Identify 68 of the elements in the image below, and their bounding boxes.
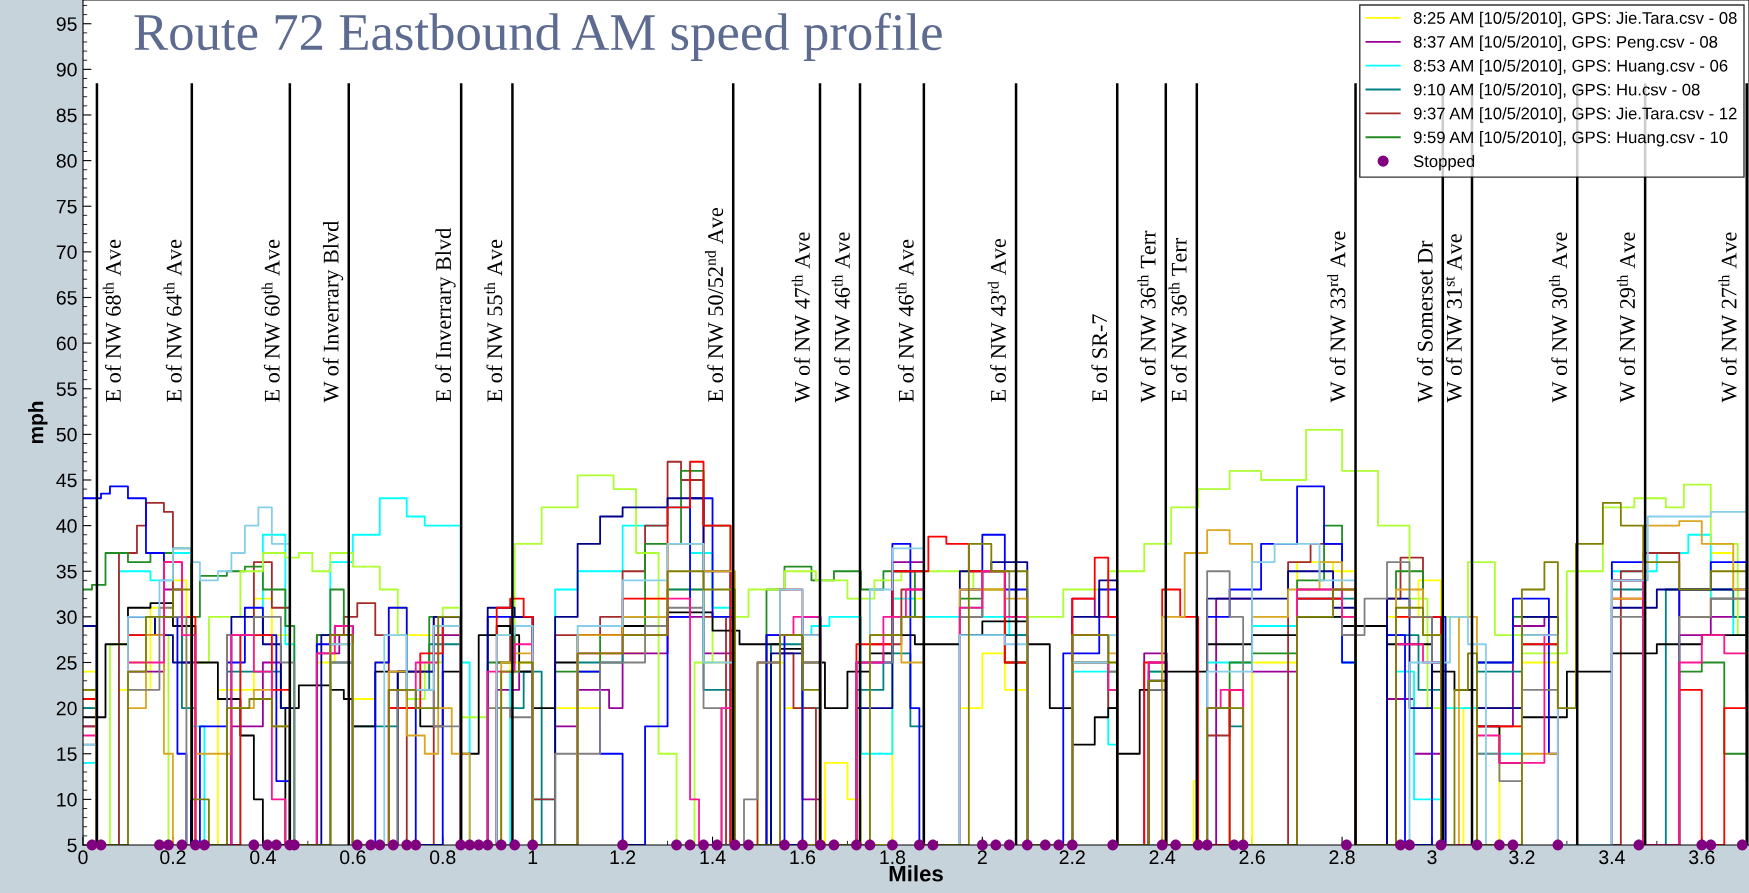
ref-line-label: E of NW 55$^{th}$ Ave [484, 239, 503, 402]
ref-line-label: W of Somerset Dr [1416, 240, 1433, 403]
y-tick-label: 85 [56, 108, 77, 123]
chart-title: Route 72 Eastbound AM speed profile [134, 12, 942, 62]
ref-line-label: E of NW 68$^{th}$ Ave [102, 239, 121, 402]
x-tick-label: 2.8 [1329, 850, 1355, 865]
ref-line-label: E of NW 46$^{th}$ Ave [895, 239, 914, 402]
ref-line-label: W of NW 36$^{th}$ Terr [1137, 230, 1156, 403]
ref-line-label: W of NW 33$^{rd}$ Ave [1327, 231, 1346, 403]
ref-line-label: W of NW 29$^{th}$ Ave [1616, 232, 1636, 403]
x-tick-label: 3 [1427, 850, 1437, 865]
y-axis-title: mph [28, 401, 48, 444]
legend-label: 8:25 AM [10/5/2010], GPS: Jie.Tara.csv - 08 [1413, 11, 1737, 28]
x-tick-label: 2 [977, 850, 987, 864]
y-tick-label: 75 [56, 199, 77, 214]
x-tick-label: 3.4 [1599, 850, 1625, 865]
y-tick-label: 80 [56, 154, 77, 168]
y-tick-label: 20 [56, 701, 77, 716]
y-tick-label: 50 [56, 427, 77, 442]
x-tick-label: 2.6 [1239, 850, 1265, 865]
y-tick-label: 5 [67, 838, 77, 853]
ref-line-label: E of SR-7 [1091, 314, 1108, 402]
x-tick-label: 3.6 [1689, 850, 1715, 865]
x-tick-label: 1 [528, 850, 538, 864]
y-tick-label: 45 [56, 473, 77, 488]
y-tick-label: 35 [56, 564, 77, 579]
x-tick-label: 2.4 [1149, 850, 1176, 864]
ref-line-label: W of NW 47$^{th}$ Ave [791, 232, 810, 403]
y-tick-label: 95 [56, 17, 77, 31]
ref-line-label: W of NW 46$^{th}$ Ave [831, 232, 850, 403]
y-tick-label: 70 [56, 245, 77, 260]
x-tick-label: 0.2 [160, 850, 186, 865]
y-tick-label: 25 [56, 655, 77, 670]
y-tick-label: 90 [56, 62, 77, 77]
ref-line-label: E of NW 64$^{th}$ Ave [163, 239, 182, 402]
legend-label: Stopped [1413, 154, 1475, 171]
ref-line-label: E of NW 43$^{rd}$ Ave [987, 238, 1007, 402]
ref-line-label: W of NW 30$^{th}$ Ave [1548, 232, 1568, 403]
legend-label: 9:10 AM [10/5/2010], GPS: Hu.csv - 08 [1413, 83, 1700, 99]
ref-line-label: W of Inverrary Blvd [322, 221, 344, 403]
x-tick-label: 0.4 [250, 850, 276, 865]
x-tick-label: 0.8 [429, 850, 456, 865]
legend-label: 8:53 AM [10/5/2010], GPS: Huang.csv - 06 [1413, 59, 1728, 75]
ref-line-label: E of Inverrary Blvd [435, 228, 456, 402]
legend-label: 8:37 AM [10/5/2010], GPS: Peng.csv - 08 [1413, 35, 1718, 52]
ref-line-label: E of NW 60$^{th}$ Ave [261, 239, 280, 402]
y-tick-label: 40 [56, 519, 77, 533]
x-tick-label: 0.6 [340, 850, 366, 865]
x-tick-label: 1.6 [790, 850, 816, 865]
legend-label: 9:37 AM [10/5/2010], GPS: Jie.Tara.csv - 12 [1413, 107, 1737, 123]
x-axis-title: Miles [889, 865, 943, 882]
y-tick-label: 55 [56, 382, 77, 396]
legend-label: 9:59 AM [10/5/2010], GPS: Huang.csv - 10 [1413, 131, 1728, 147]
y-tick-label: 15 [57, 747, 77, 761]
y-tick-label: 10 [57, 792, 77, 807]
x-tick-label: 3.2 [1509, 850, 1535, 865]
y-tick-label: 30 [56, 610, 77, 625]
x-tick-label: 1.2 [610, 850, 636, 864]
x-tick-label: 0 [78, 850, 88, 865]
x-tick-label: 1.8 [880, 850, 906, 865]
ref-line-label: E of NW 36$^{th}$ Terr [1168, 238, 1187, 402]
ref-line-label: E of NW 50/52$^{nd}$ Ave [704, 207, 724, 402]
y-tick-label: 65 [56, 290, 77, 305]
ref-line-label: W of NW 27$^{th}$ Ave [1718, 232, 1737, 403]
x-tick-label: 1.4 [700, 850, 726, 864]
y-tick-label: 60 [56, 336, 77, 351]
ref-line-label: W of NW 31$^{st}$ Ave [1445, 234, 1462, 403]
x-tick-label: 2.2 [1059, 850, 1085, 864]
